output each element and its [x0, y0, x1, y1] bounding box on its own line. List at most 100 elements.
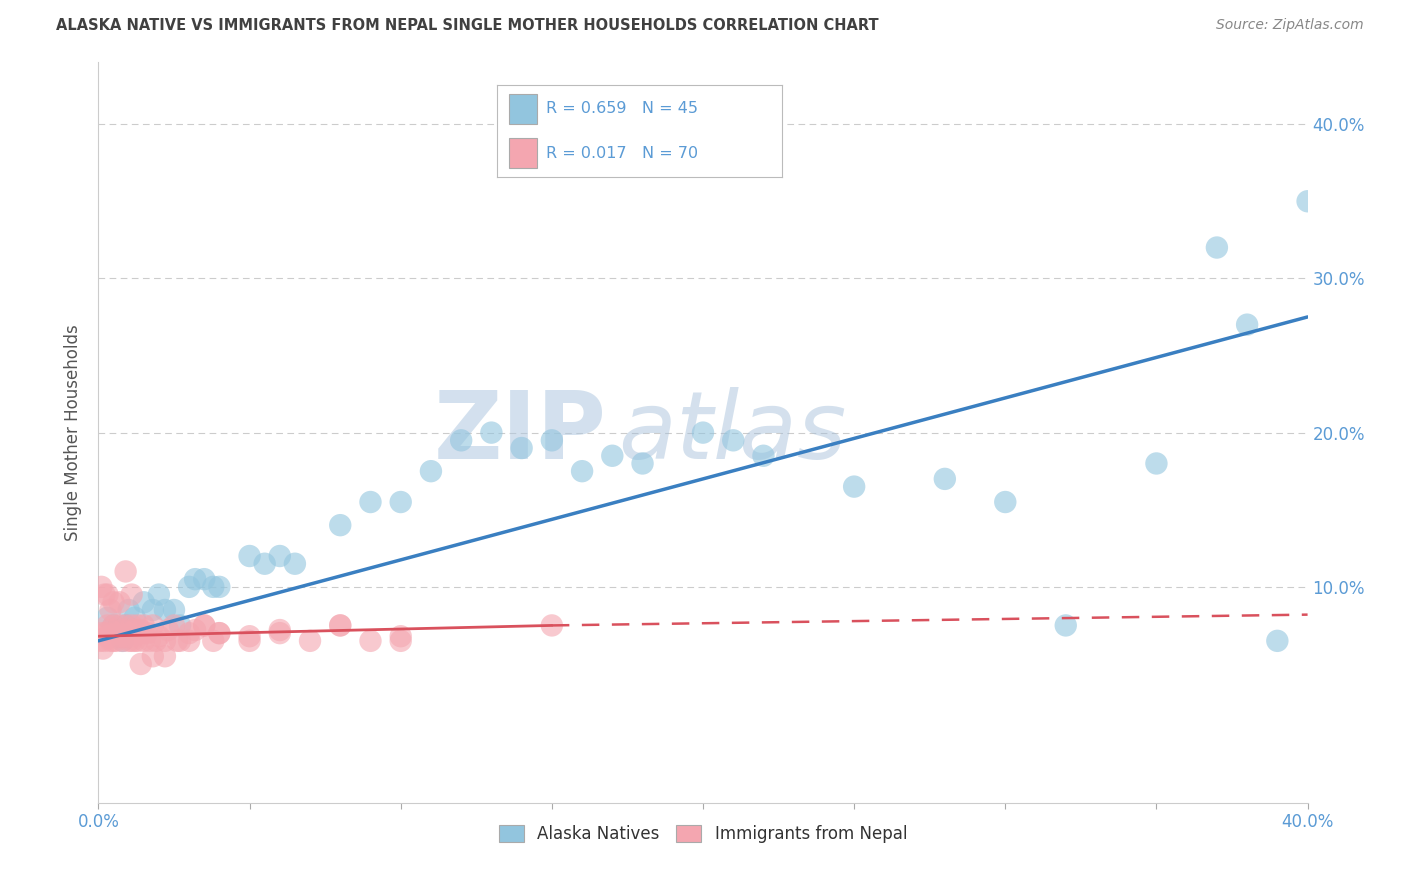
Point [389, 629, 412, 643]
Point [111, 623, 134, 637]
Point [329, 518, 352, 533]
Point [91, 641, 114, 656]
Point [269, 623, 291, 637]
Point [127, 633, 149, 648]
Point [148, 629, 170, 643]
Point [111, 633, 134, 648]
Point [93, 588, 115, 602]
Point [1144, 457, 1167, 471]
Point [103, 595, 125, 609]
Point [169, 633, 191, 648]
Point [103, 633, 125, 648]
Point [103, 618, 125, 632]
Point [118, 633, 141, 648]
Y-axis label: Single Mother Households: Single Mother Households [65, 325, 83, 541]
Legend: Alaska Natives, Immigrants from Nepal: Alaska Natives, Immigrants from Nepal [492, 819, 914, 850]
Point [360, 633, 382, 648]
Point [1206, 240, 1229, 255]
Text: Source: ZipAtlas.com: Source: ZipAtlas.com [1216, 18, 1364, 32]
Point [540, 618, 562, 632]
Point [100, 633, 122, 648]
Point [114, 618, 136, 632]
Point [124, 610, 146, 624]
Point [193, 618, 215, 632]
Point [105, 626, 128, 640]
Point [481, 425, 503, 440]
Point [108, 595, 131, 609]
Point [142, 603, 165, 617]
Point [103, 618, 125, 632]
Point [127, 618, 149, 632]
Point [96, 588, 118, 602]
Text: ALASKA NATIVE VS IMMIGRANTS FROM NEPAL SINGLE MOTHER HOUSEHOLDS CORRELATION CHAR: ALASKA NATIVE VS IMMIGRANTS FROM NEPAL S… [56, 18, 879, 33]
Point [193, 572, 215, 586]
Point [844, 480, 866, 494]
Point [96, 610, 118, 624]
Point [132, 633, 155, 648]
Point [179, 580, 201, 594]
Point [90, 626, 112, 640]
Point [114, 629, 136, 643]
Point [450, 434, 472, 448]
Point [108, 618, 131, 632]
Point [1054, 618, 1077, 632]
Point [752, 449, 775, 463]
Point [135, 626, 157, 640]
Point [124, 633, 146, 648]
Point [118, 603, 141, 617]
Point [121, 588, 143, 602]
Text: ZIP: ZIP [433, 386, 606, 479]
Point [121, 633, 143, 648]
Point [1267, 633, 1289, 648]
Point [208, 580, 231, 594]
Point [239, 633, 262, 648]
Point [269, 549, 291, 563]
Point [723, 434, 745, 448]
Point [239, 549, 262, 563]
Point [118, 626, 141, 640]
Point [105, 633, 128, 648]
Point [108, 629, 131, 643]
Point [184, 572, 207, 586]
Point [114, 565, 136, 579]
Point [602, 449, 624, 463]
Point [934, 472, 956, 486]
Point [193, 618, 215, 632]
Point [90, 580, 112, 594]
Point [153, 603, 176, 617]
Point [329, 618, 352, 632]
Point [153, 633, 176, 648]
Point [1296, 194, 1319, 209]
Point [631, 457, 654, 471]
Point [420, 464, 443, 478]
Point [253, 557, 276, 571]
Point [239, 629, 262, 643]
Point [202, 633, 225, 648]
Point [96, 618, 118, 632]
Point [129, 623, 152, 637]
Point [145, 633, 167, 648]
Point [163, 618, 186, 632]
Point [139, 633, 162, 648]
Point [93, 633, 115, 648]
Point [142, 649, 165, 664]
Point [124, 623, 146, 637]
Point [121, 618, 143, 632]
Point [179, 626, 201, 640]
Point [111, 633, 134, 648]
Point [329, 618, 352, 632]
Text: atlas: atlas [619, 387, 846, 478]
Point [571, 464, 593, 478]
Point [299, 633, 322, 648]
Point [142, 618, 165, 632]
Point [184, 623, 207, 637]
Point [114, 618, 136, 632]
Point [1236, 318, 1258, 332]
Point [994, 495, 1017, 509]
Point [153, 649, 176, 664]
Point [284, 557, 307, 571]
Point [89, 633, 111, 648]
Point [208, 626, 231, 640]
Point [132, 618, 155, 632]
Point [540, 434, 562, 448]
